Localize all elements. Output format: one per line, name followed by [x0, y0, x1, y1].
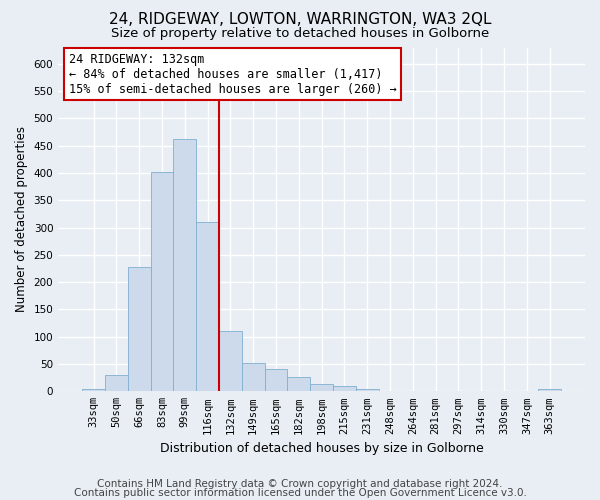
Bar	[333, 386, 356, 392]
Bar	[196, 222, 219, 392]
Bar	[151, 172, 173, 392]
X-axis label: Distribution of detached houses by size in Golborne: Distribution of detached houses by size …	[160, 442, 484, 455]
Bar	[105, 375, 128, 392]
Bar	[538, 389, 561, 392]
Text: 24, RIDGEWAY, LOWTON, WARRINGTON, WA3 2QL: 24, RIDGEWAY, LOWTON, WARRINGTON, WA3 2Q…	[109, 12, 491, 28]
Bar	[82, 388, 105, 392]
Bar	[242, 363, 265, 392]
Text: 24 RIDGEWAY: 132sqm
← 84% of detached houses are smaller (1,417)
15% of semi-det: 24 RIDGEWAY: 132sqm ← 84% of detached ho…	[69, 52, 397, 96]
Bar	[219, 332, 242, 392]
Bar	[265, 370, 287, 392]
Y-axis label: Number of detached properties: Number of detached properties	[15, 126, 28, 312]
Bar	[128, 267, 151, 392]
Bar	[356, 388, 379, 392]
Bar	[287, 376, 310, 392]
Bar	[310, 384, 333, 392]
Text: Contains public sector information licensed under the Open Government Licence v3: Contains public sector information licen…	[74, 488, 526, 498]
Text: Size of property relative to detached houses in Golborne: Size of property relative to detached ho…	[111, 28, 489, 40]
Bar	[173, 138, 196, 392]
Text: Contains HM Land Registry data © Crown copyright and database right 2024.: Contains HM Land Registry data © Crown c…	[97, 479, 503, 489]
